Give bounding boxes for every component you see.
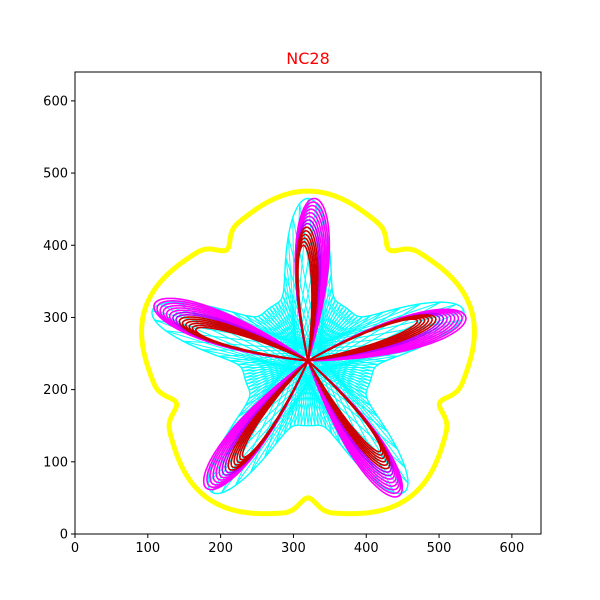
x-tick-label: 200 [208,541,233,556]
petal-loop [195,326,309,362]
star-chord [292,217,406,469]
star-outline [151,197,465,495]
x-axis: 0 100 200 300 400 500 600 [71,534,524,556]
plot-area [139,188,477,517]
x-tick-label: 0 [71,541,79,556]
x-tick-label: 500 [427,541,452,556]
y-tick-label: 300 [43,311,68,326]
x-tick-label: 300 [281,541,306,556]
x-tick-label: 100 [135,541,160,556]
y-tick-label: 600 [43,94,68,109]
outline-curve [139,188,477,517]
x-tick-label: 400 [354,541,379,556]
outline-series [139,188,477,517]
y-tick-label: 400 [43,239,68,254]
chart-title: NC28 [286,49,330,68]
y-tick-label: 500 [43,167,68,182]
petal-loop [241,360,309,458]
y-axis: 0 100 200 300 400 500 600 [43,94,75,543]
y-tick-label: 100 [43,455,68,470]
series-layer [139,188,477,517]
axes-frame [74,71,542,535]
petal-series [153,197,467,498]
petal-loop [297,244,313,361]
y-tick-label: 0 [60,528,68,543]
y-tick-label: 200 [43,383,68,398]
petal-loop [307,318,419,362]
petal-loop [307,360,382,453]
x-tick-label: 600 [499,541,524,556]
